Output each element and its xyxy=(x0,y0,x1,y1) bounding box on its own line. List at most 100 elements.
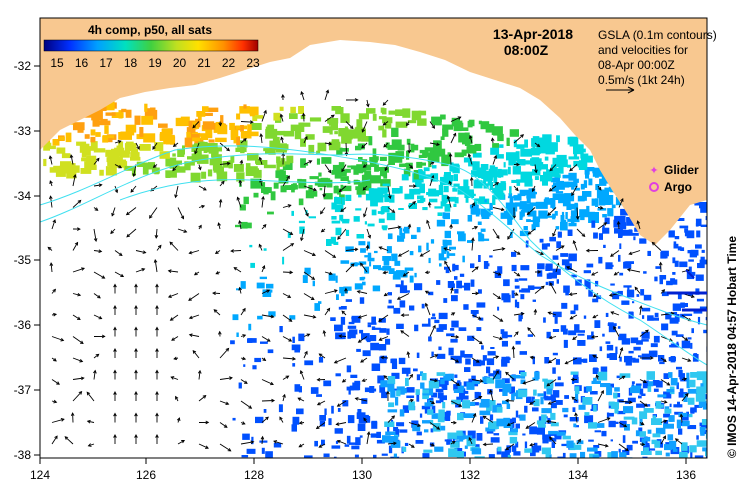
velocity-arrow xyxy=(362,164,368,168)
sst-cell xyxy=(151,167,160,174)
sst-cell xyxy=(520,148,532,157)
sst-cell xyxy=(654,276,658,282)
sst-cell xyxy=(661,323,669,331)
velocity-arrow xyxy=(526,207,536,216)
sst-cell xyxy=(391,253,398,262)
sst-cell xyxy=(564,395,569,399)
sst-cell xyxy=(336,147,343,156)
sst-cell xyxy=(468,191,474,195)
velocity-arrow xyxy=(282,270,294,275)
sst-cell xyxy=(436,327,444,332)
velocity-arrow xyxy=(174,185,179,199)
sst-cell xyxy=(573,304,579,311)
sst-cell xyxy=(699,422,703,427)
velocity-arrow xyxy=(378,314,389,322)
sst-cell xyxy=(463,157,472,163)
sst-cell xyxy=(212,161,223,171)
sst-cell xyxy=(580,183,585,190)
sst-cell xyxy=(605,312,609,317)
sst-cell xyxy=(416,189,420,194)
sst-cell xyxy=(621,338,630,345)
sst-cell xyxy=(663,391,672,399)
sst-cell xyxy=(489,165,496,170)
sst-cell xyxy=(450,441,459,448)
velocity-arrow xyxy=(572,240,578,251)
velocity-arrow xyxy=(155,283,159,294)
velocity-arrow xyxy=(72,199,82,208)
sst-cell xyxy=(461,149,467,156)
sst-cell xyxy=(523,226,528,231)
sst-cell xyxy=(627,286,630,292)
sst-cell xyxy=(479,402,490,408)
sst-cell xyxy=(242,433,250,440)
sst-cell xyxy=(503,294,511,303)
sst-cell xyxy=(513,392,517,397)
sst-cell xyxy=(106,157,118,163)
sst-cell xyxy=(468,378,476,384)
sst-cell xyxy=(574,324,580,332)
sst-cell xyxy=(331,170,334,175)
sst-cell xyxy=(262,289,272,297)
sst-cell xyxy=(267,211,274,215)
sst-cell xyxy=(573,423,577,428)
sst-cell xyxy=(600,383,611,388)
velocity-arrow xyxy=(134,391,138,401)
sst-cell xyxy=(300,115,306,120)
sst-cell xyxy=(696,386,707,394)
sst-cell xyxy=(299,226,305,234)
velocity-arrow xyxy=(188,250,200,255)
sst-cell xyxy=(323,453,330,458)
velocity-arrow xyxy=(383,292,389,297)
sst-cell xyxy=(292,363,296,367)
velocity-arrow xyxy=(282,204,292,208)
sst-cell xyxy=(159,133,165,141)
sst-cell xyxy=(395,109,404,116)
sst-cell xyxy=(423,449,433,453)
sst-cell xyxy=(547,176,553,182)
sst-cell xyxy=(477,360,485,366)
sst-cell xyxy=(428,257,431,264)
sst-cell xyxy=(705,216,707,221)
sst-cell xyxy=(305,134,315,140)
sst-cell xyxy=(357,409,362,416)
velocity-arrow xyxy=(230,249,242,253)
sst-cell xyxy=(364,266,370,274)
velocity-arrow xyxy=(429,121,436,129)
sst-cell xyxy=(422,389,429,394)
sst-cell xyxy=(308,216,316,219)
sst-cell xyxy=(584,415,594,424)
sst-cell xyxy=(345,229,350,236)
sst-cell xyxy=(488,168,498,172)
velocity-arrow xyxy=(114,140,122,144)
velocity-arrow xyxy=(47,246,53,251)
sst-cell xyxy=(378,116,387,120)
sst-cell xyxy=(705,450,707,457)
velocity-arrow xyxy=(218,198,223,208)
velocity-arrow xyxy=(218,121,223,127)
sst-cell xyxy=(457,385,465,391)
sst-cell xyxy=(385,338,391,345)
sst-cell xyxy=(520,312,523,320)
sst-cell xyxy=(84,134,90,139)
sst-cell xyxy=(577,195,585,202)
velocity-arrow xyxy=(198,164,202,171)
sst-cell xyxy=(695,244,702,249)
sst-cell xyxy=(86,155,97,166)
velocity-arrow xyxy=(362,185,368,191)
sst-cell xyxy=(605,341,611,344)
sst-cell xyxy=(92,118,100,127)
sst-cell xyxy=(440,176,452,186)
sst-cell xyxy=(529,426,537,435)
sst-cell xyxy=(298,220,305,224)
sst-cell xyxy=(347,331,351,339)
velocity-arrow xyxy=(240,356,247,361)
sst-cell xyxy=(440,201,447,207)
sst-cell xyxy=(471,375,476,381)
velocity-arrow xyxy=(113,369,117,380)
sst-cell xyxy=(517,301,520,309)
sst-cell xyxy=(408,203,417,209)
velocity-arrow xyxy=(194,142,200,155)
sst-cell xyxy=(671,330,678,336)
sst-cell xyxy=(424,429,429,433)
